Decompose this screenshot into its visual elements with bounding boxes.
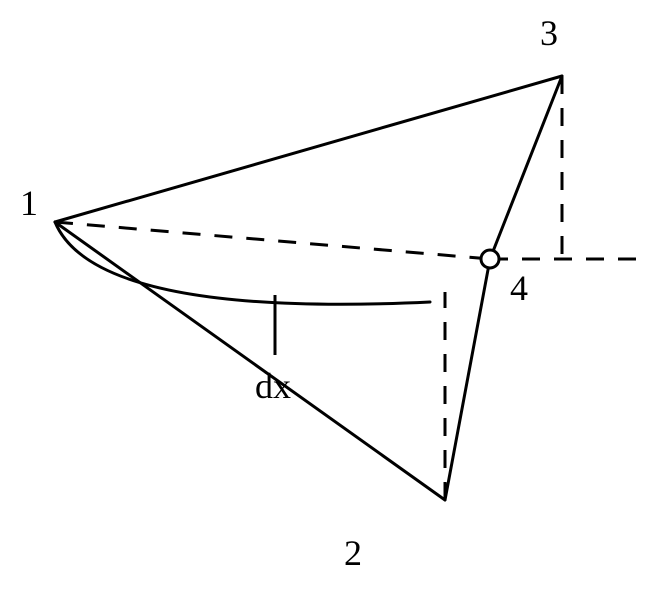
vertex-4-node (481, 250, 499, 268)
label-v4: 4 (510, 268, 528, 308)
edge-v3-v4 (490, 76, 562, 259)
edge-v1-v2 (55, 222, 445, 500)
vertex-4-marker (481, 250, 499, 268)
tetrahedron-diagram: dx 1 2 3 4 (0, 0, 665, 593)
label-v2: 2 (344, 533, 362, 573)
dashed-edge-group (55, 76, 650, 500)
edge-v1-v3 (55, 76, 562, 222)
dx-label: dx (255, 366, 291, 406)
solid-edge-group (55, 76, 562, 500)
vertex-labels: 1 2 3 4 (20, 13, 558, 573)
label-v1: 1 (20, 183, 38, 223)
edge-v4-v2 (445, 259, 490, 500)
dx-leader-group: dx (255, 295, 291, 406)
dashed-edge-0 (55, 222, 490, 259)
label-v3: 3 (540, 13, 558, 53)
